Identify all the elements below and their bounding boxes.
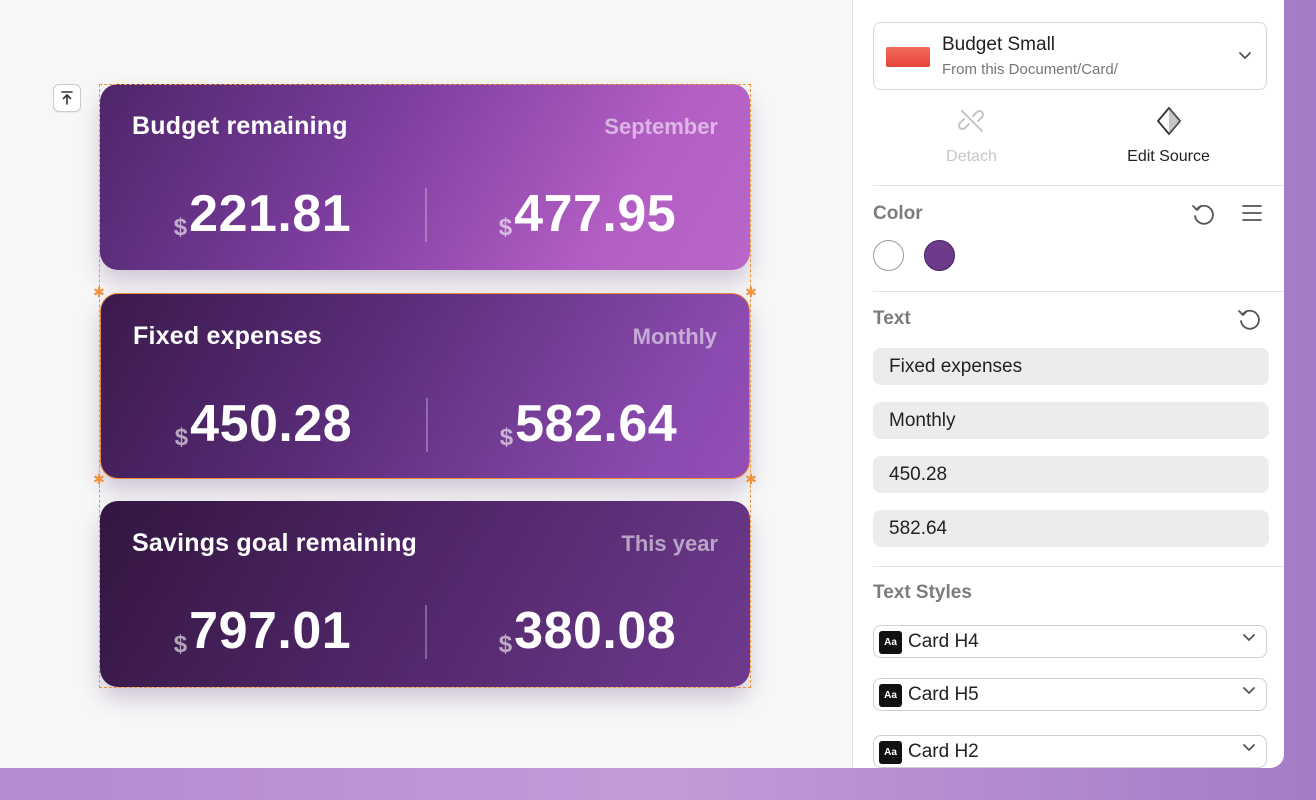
symbol-selector[interactable]: Budget Small From this Document/Card/ <box>873 22 1267 90</box>
card-period: This year <box>621 531 718 556</box>
currency-symbol: $ <box>174 424 189 451</box>
divider <box>873 291 1284 292</box>
text-style-name: Card H4 <box>908 631 979 652</box>
currency-symbol: $ <box>173 214 188 241</box>
chevron-down-icon <box>1243 634 1255 641</box>
divider <box>425 605 427 659</box>
budget-card[interactable]: Savings goal remaining This year $797.01… <box>100 501 750 687</box>
card-title: Budget remaining <box>132 112 348 140</box>
budget-card[interactable]: Budget remaining September $221.81 $477.… <box>100 84 750 270</box>
currency-symbol: $ <box>173 631 188 658</box>
reset-icon[interactable] <box>1190 200 1218 228</box>
symbol-path: From this Document/Card/ <box>942 61 1118 78</box>
symbol-thumbnail <box>886 47 930 67</box>
currency-symbol: $ <box>498 214 513 241</box>
divider <box>873 566 1284 567</box>
text-style-icon: Aa <box>879 631 902 654</box>
unlink-icon <box>957 109 984 132</box>
amount-right: $477.95 <box>425 184 750 244</box>
app-window: Budget remaining September $221.81 $477.… <box>0 0 1284 768</box>
card-title: Fixed expenses <box>133 322 323 350</box>
currency-symbol: $ <box>498 631 513 658</box>
arrow-up-to-line-icon <box>61 91 73 105</box>
menu-icon[interactable] <box>1241 203 1263 223</box>
chevron-down-icon <box>1243 687 1255 694</box>
symbol-actions: Detach Edit Source <box>873 104 1267 170</box>
amount-right: $582.64 <box>426 394 749 454</box>
text-style-select[interactable]: Aa Card H5 <box>873 678 1267 711</box>
amount-left: $221.81 <box>100 184 425 244</box>
symbol-name: Budget Small <box>942 34 1056 55</box>
amount-value: 477.95 <box>514 185 677 243</box>
amount-left: $450.28 <box>101 394 426 454</box>
text-style-select[interactable]: Aa Card H2 <box>873 735 1267 768</box>
text-style-name: Card H2 <box>908 741 979 762</box>
edit-source-label: Edit Source <box>1127 148 1210 165</box>
amount-value: 582.64 <box>515 395 678 453</box>
budget-card-selected[interactable]: Fixed expenses Monthly $450.28 $582.64 <box>100 293 750 479</box>
detach-button[interactable]: Detach <box>873 104 1070 166</box>
text-section-title: Text <box>873 308 911 329</box>
color-swatch-purple[interactable] <box>924 240 955 271</box>
detach-label: Detach <box>946 148 997 165</box>
resize-handle[interactable]: ✱ <box>93 471 105 487</box>
reset-icon[interactable] <box>1236 305 1264 333</box>
card-period: September <box>604 114 718 139</box>
divider <box>873 185 1284 186</box>
amount-value: 380.08 <box>514 602 677 660</box>
color-swatch-white[interactable] <box>873 240 904 271</box>
pin-to-top-button[interactable] <box>53 84 81 112</box>
divider <box>425 188 427 242</box>
text-style-icon: Aa <box>879 741 902 764</box>
card-title: Savings goal remaining <box>132 529 418 557</box>
divider <box>426 398 428 452</box>
amount-value: 797.01 <box>189 602 352 660</box>
amount-right: $380.08 <box>425 601 750 661</box>
resize-handle[interactable]: ✱ <box>745 284 757 300</box>
resize-handle[interactable]: ✱ <box>93 284 105 300</box>
text-style-name: Card H5 <box>908 684 979 705</box>
resize-handle[interactable]: ✱ <box>745 471 757 487</box>
chevron-down-icon <box>1243 744 1255 751</box>
text-style-icon: Aa <box>879 684 902 707</box>
inspector-panel: Budget Small From this Document/Card/ De… <box>852 0 1284 768</box>
diamond-icon <box>1156 107 1181 135</box>
text-style-select[interactable]: Aa Card H4 <box>873 625 1267 658</box>
amount-value: 221.81 <box>189 185 352 243</box>
amount-value: 450.28 <box>190 395 353 453</box>
amount-left: $797.01 <box>100 601 425 661</box>
text-override-title[interactable]: Fixed expenses <box>873 348 1269 385</box>
design-canvas[interactable]: Budget remaining September $221.81 $477.… <box>0 0 852 768</box>
currency-symbol: $ <box>499 424 514 451</box>
edit-source-button[interactable]: Edit Source <box>1070 104 1267 166</box>
text-styles-section-title: Text Styles <box>873 582 972 603</box>
text-override-value-right[interactable]: 582.64 <box>873 510 1269 547</box>
card-period: Monthly <box>632 324 717 349</box>
chevron-down-icon <box>1239 52 1251 59</box>
color-section-title: Color <box>873 203 923 224</box>
text-override-value-left[interactable]: 450.28 <box>873 456 1269 493</box>
text-override-period[interactable]: Monthly <box>873 402 1269 439</box>
